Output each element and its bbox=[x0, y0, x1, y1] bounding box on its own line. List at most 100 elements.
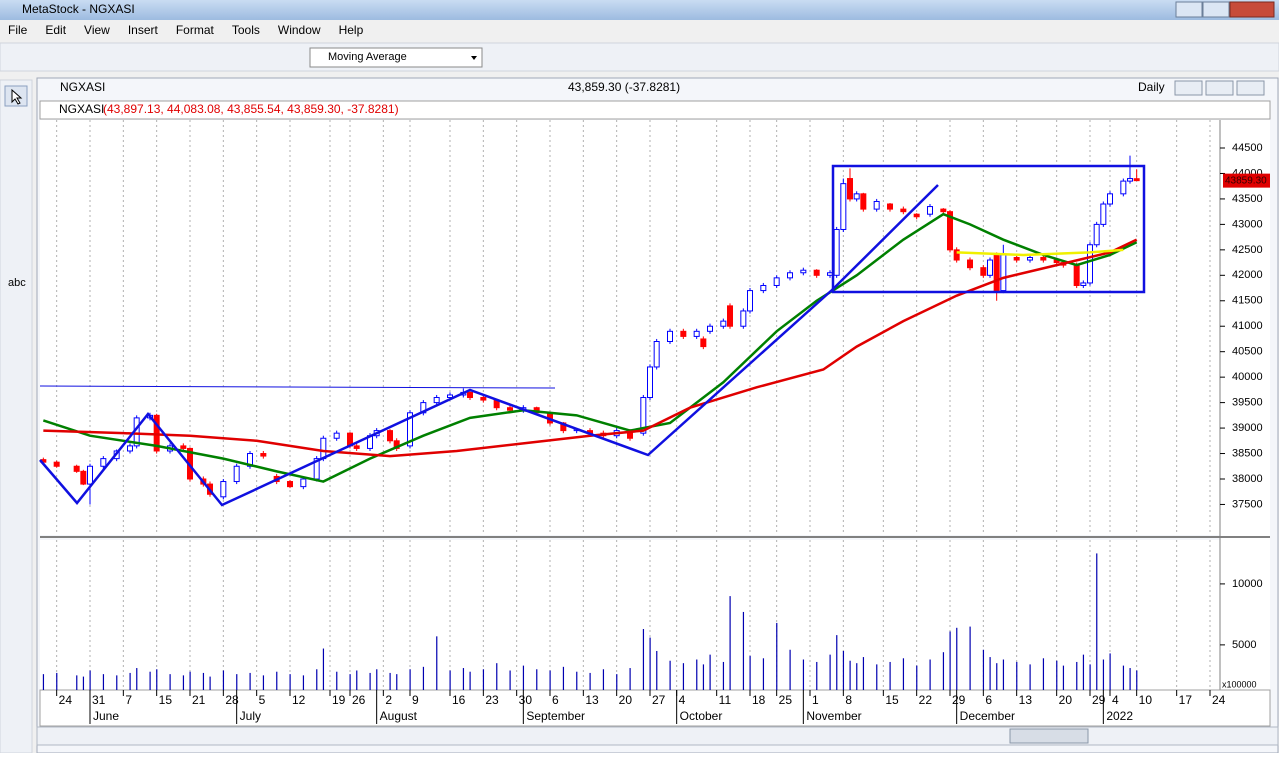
volume-bar bbox=[942, 652, 945, 690]
x-tick-label: 18 bbox=[752, 693, 766, 707]
candle-body bbox=[680, 330, 687, 337]
scroll-thumb[interactable] bbox=[1009, 728, 1089, 744]
volume-bar bbox=[929, 659, 931, 690]
volume-bar bbox=[1056, 660, 1058, 690]
trendline[interactable] bbox=[39, 184, 939, 507]
volume-bar bbox=[496, 663, 498, 690]
candle-body bbox=[1040, 256, 1047, 261]
volume-bar bbox=[449, 670, 451, 690]
menu-item[interactable]: Insert bbox=[128, 23, 159, 37]
candle-body bbox=[127, 445, 133, 452]
candle-body bbox=[853, 193, 860, 200]
candle-body bbox=[1000, 254, 1007, 292]
x-tick-label: 9 bbox=[412, 693, 419, 707]
x-tick-label: 12 bbox=[292, 693, 306, 707]
scrollbar[interactable] bbox=[36, 726, 1279, 746]
candle-body bbox=[1027, 256, 1033, 261]
volume-bar bbox=[509, 670, 511, 690]
y-tick-label: 38500 bbox=[1232, 447, 1263, 459]
rectangle-annotation[interactable] bbox=[831, 164, 1146, 294]
y-tick-label: 41000 bbox=[1232, 320, 1263, 332]
horizontal-line[interactable] bbox=[39, 385, 556, 389]
volume-bar bbox=[262, 675, 265, 690]
menu-item[interactable]: Format bbox=[176, 23, 215, 37]
candle-body bbox=[667, 330, 673, 343]
candle-body bbox=[320, 437, 327, 460]
x-tick-label: 26 bbox=[352, 693, 366, 707]
month-label: July bbox=[240, 709, 261, 723]
volume-bar bbox=[1042, 658, 1045, 690]
candle-body bbox=[1073, 264, 1080, 286]
volume-bar bbox=[1082, 654, 1085, 690]
volume-bar bbox=[156, 669, 158, 690]
maximize-button[interactable] bbox=[1202, 1, 1230, 18]
volume-bar bbox=[829, 654, 831, 690]
volume-bar bbox=[649, 637, 651, 690]
data-layer bbox=[40, 155, 1140, 690]
chart-minimize[interactable] bbox=[1174, 80, 1203, 96]
volume-bar bbox=[849, 660, 851, 690]
menu-item[interactable]: Tools bbox=[232, 23, 260, 37]
y-tick-label: 37500 bbox=[1232, 498, 1263, 510]
x-tick-label: 15 bbox=[159, 693, 173, 707]
text-tool[interactable]: abc bbox=[8, 277, 26, 289]
volume-bar bbox=[669, 660, 671, 690]
chart-close[interactable] bbox=[1236, 80, 1265, 96]
volume-bar bbox=[682, 663, 685, 690]
menu-item[interactable]: Window bbox=[278, 23, 321, 37]
x-tick-label: 30 bbox=[519, 693, 533, 707]
volume-bar bbox=[842, 650, 845, 690]
volume-bar bbox=[789, 649, 791, 690]
volume-bar bbox=[422, 666, 425, 690]
x-tick-label: 10 bbox=[1139, 693, 1153, 707]
volume-bar bbox=[749, 655, 751, 690]
volume-bar bbox=[289, 674, 291, 690]
minimize-button[interactable] bbox=[1175, 1, 1203, 18]
volume-bar bbox=[522, 665, 525, 690]
volume-bar bbox=[136, 668, 138, 690]
y-tick-label: 40500 bbox=[1232, 346, 1263, 358]
price-pane bbox=[40, 120, 1220, 535]
candle-body bbox=[653, 341, 660, 368]
candle-body bbox=[727, 305, 733, 327]
y-tick-label: 43500 bbox=[1232, 193, 1263, 205]
volume-bar bbox=[536, 669, 538, 690]
menu-item[interactable]: File bbox=[8, 23, 28, 37]
candle-body bbox=[693, 330, 700, 337]
candle-body bbox=[940, 208, 947, 213]
menu-item[interactable]: Help bbox=[339, 23, 364, 37]
y-tick-label: 5000 bbox=[1232, 639, 1256, 651]
menu-bar: File Edit View Insert Format Tools Window Help bbox=[8, 23, 364, 37]
candle-body bbox=[847, 178, 853, 200]
x-tick-label: 6 bbox=[985, 693, 992, 707]
candle-body bbox=[80, 470, 87, 485]
candle-body bbox=[87, 465, 93, 485]
candle-body bbox=[353, 445, 360, 449]
x-tick-label: 4 bbox=[1112, 693, 1119, 707]
volume-bar bbox=[1122, 665, 1125, 690]
volume-bar bbox=[816, 661, 818, 690]
x-tick-label: 15 bbox=[885, 693, 899, 707]
volume-bar bbox=[209, 676, 211, 690]
close-button[interactable] bbox=[1229, 1, 1275, 18]
chart-maximize[interactable] bbox=[1205, 80, 1234, 96]
volume-bar bbox=[302, 675, 305, 690]
legend-name: NGXASI bbox=[59, 102, 104, 116]
indicator-dropdown[interactable] bbox=[309, 47, 483, 68]
volume-bar bbox=[969, 626, 971, 690]
volume-bar bbox=[102, 674, 105, 690]
volume-bar bbox=[1089, 664, 1091, 690]
volume-bar bbox=[482, 669, 485, 690]
indicator-name[interactable]: Moving Average bbox=[328, 51, 407, 63]
volume-bar bbox=[56, 672, 58, 690]
volume-bar bbox=[182, 675, 185, 690]
volume-bar bbox=[916, 665, 918, 690]
pointer-icon bbox=[11, 88, 23, 105]
price-tag bbox=[1223, 173, 1270, 188]
y-tick-label: 42500 bbox=[1232, 244, 1263, 256]
menu-item[interactable]: View bbox=[84, 23, 110, 37]
volume-bar bbox=[702, 664, 705, 690]
candle-body bbox=[300, 478, 307, 488]
menu-item[interactable]: Edit bbox=[45, 23, 66, 37]
x-tick-label: 24 bbox=[59, 693, 73, 707]
